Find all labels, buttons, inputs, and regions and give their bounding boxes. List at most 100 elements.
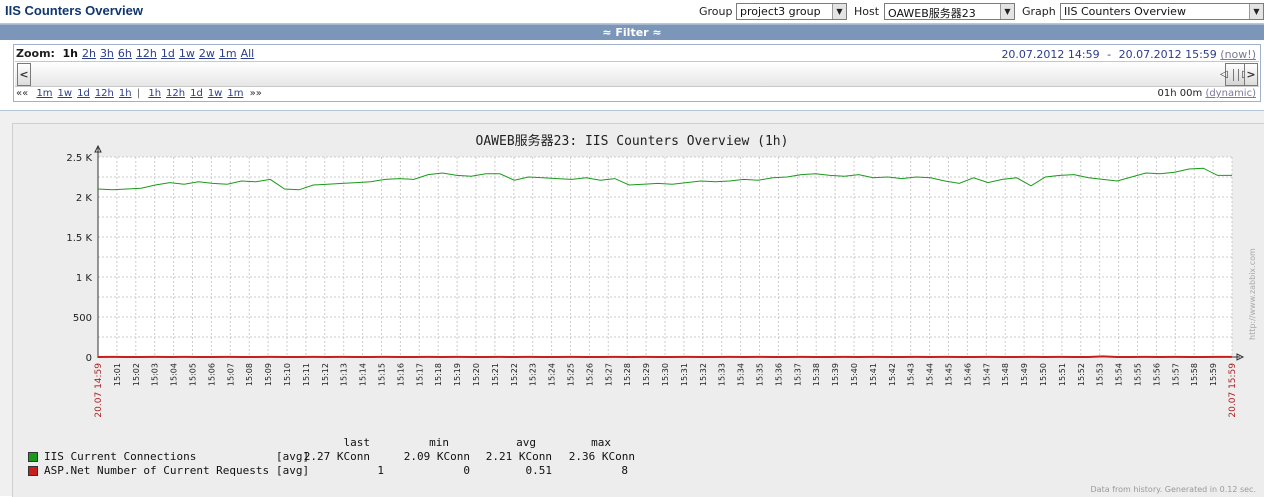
scroll-left-button[interactable]: <: [17, 63, 31, 86]
x-tick-label: 15:09: [264, 363, 273, 386]
x-tick-label: 15:28: [623, 363, 632, 386]
x-tick-label: 15:06: [207, 363, 216, 386]
period-back-1h[interactable]: 1h: [118, 88, 132, 99]
y-tick-label: 1.5 K: [66, 233, 92, 244]
legend-last: 1: [377, 464, 384, 477]
legend-header-max: max: [591, 436, 611, 449]
zoom-option-12h[interactable]: 12h: [135, 47, 157, 60]
period-duration-value: 01h 00m: [1157, 88, 1203, 99]
period-back-1m[interactable]: 1m: [36, 88, 53, 99]
legend-min: 2.09 KConn: [403, 450, 470, 463]
x-tick-label: 15:59: [1209, 363, 1218, 386]
period-forward-1d[interactable]: 1d: [190, 88, 203, 99]
x-tick-label: 15:46: [963, 363, 972, 386]
legend-header-avg: avg: [516, 436, 536, 449]
legend-avg: 2.21 KConn: [485, 450, 552, 463]
x-tick-label: 15:11: [302, 363, 311, 386]
zabbix-watermark: http://www.zabbix.com: [1248, 248, 1257, 340]
chevron-down-icon: ▼: [1000, 4, 1014, 19]
x-axis-arrow-icon: [1236, 353, 1245, 361]
x-tick-label: 15:49: [1020, 363, 1029, 386]
x-tick-label: 15:14: [359, 363, 368, 386]
legend-series-name: IIS Current Connections: [44, 450, 197, 463]
x-tick-label: 15:16: [396, 363, 405, 386]
zoom-option-6h[interactable]: 6h: [117, 47, 132, 60]
legend-max: 2.36 KConn: [568, 450, 635, 463]
legend-aggregation: [avg]: [276, 464, 310, 477]
series-line-aspnet-current-requests: [97, 355, 1232, 359]
legend-header-last: last: [343, 436, 371, 449]
x-tick-label: 15:22: [510, 363, 519, 386]
series-line-iis-current-connections: [97, 167, 1232, 191]
x-tick-label: 15:48: [1001, 363, 1010, 386]
x-tick-label: 15:25: [567, 363, 576, 386]
zoom-option-2h[interactable]: 2h: [81, 47, 96, 60]
x-tick-label: 15:05: [189, 363, 198, 386]
x-tick-label: 15:17: [415, 363, 424, 386]
resize-left-handle-icon[interactable]: ◁: [1220, 69, 1228, 80]
timeline-scrollbar[interactable]: < ◁ ▷ >: [15, 61, 1259, 87]
period-forward-12h[interactable]: 12h: [166, 88, 186, 99]
graph-label: Graph: [1022, 5, 1056, 18]
page-title: IIS Counters Overview: [5, 3, 143, 18]
zoom-option-1d[interactable]: 1d: [160, 47, 175, 60]
x-tick-label: 15:41: [869, 363, 878, 386]
period-separator: -: [1107, 48, 1112, 61]
legend-swatch: [28, 452, 38, 462]
x-tick-label: 15:03: [151, 363, 160, 386]
group-select-value: project3 group: [740, 5, 821, 18]
x-tick-label: 15:36: [774, 363, 783, 386]
period-from: 20.07.2012 14:59: [1001, 48, 1100, 61]
zoom-option-2w[interactable]: 2w: [198, 47, 215, 60]
period-back-12h[interactable]: 12h: [94, 88, 114, 99]
period-forward-1m[interactable]: 1m: [227, 88, 244, 99]
x-tick-label: 15:08: [245, 363, 254, 386]
graph-select[interactable]: IIS Counters Overview ▼: [1060, 3, 1264, 20]
grip-icon: [1233, 69, 1239, 81]
zoom-links: 1h 2h 3h 6h 12h 1d 1w 2w 1m All: [58, 47, 254, 60]
x-tick-label: 15:50: [1039, 363, 1048, 386]
period-forward-1h[interactable]: 1h: [148, 88, 162, 99]
x-tick-label: 15:42: [888, 363, 897, 386]
now-link[interactable]: (now!): [1220, 48, 1256, 61]
x-tick-label: 15:24: [548, 363, 557, 386]
x-tick-label: 15:39: [831, 363, 840, 386]
x-tick-label: 15:58: [1190, 363, 1199, 386]
x-tick-label: 15:29: [642, 363, 651, 386]
dynamic-toggle[interactable]: (dynamic): [1205, 88, 1256, 99]
filter-toggle[interactable]: ≈ Filter ≈: [0, 24, 1264, 40]
zoom-option-1h[interactable]: 1h: [62, 47, 78, 60]
period-back-1w[interactable]: 1w: [57, 88, 73, 99]
group-select[interactable]: project3 group ▼: [736, 3, 847, 20]
x-tick-label: 15:30: [661, 363, 670, 386]
scroll-right-button[interactable]: >: [1244, 63, 1258, 86]
x-tick-label: 15:04: [170, 363, 179, 386]
legend-swatch: [28, 466, 38, 476]
x-tick-label: 15:27: [604, 363, 613, 386]
host-select[interactable]: OAWEB服务器23 ▼: [884, 3, 1015, 20]
x-tick-label: 15:40: [850, 363, 859, 386]
y-axis-arrow-icon: [94, 144, 102, 153]
legend-last: 2.27 KConn: [303, 450, 370, 463]
zoom-option-1w[interactable]: 1w: [178, 47, 195, 60]
zoom-option-3h[interactable]: 3h: [99, 47, 114, 60]
legend-item: ASP.Net Number of Current Requests [avg]…: [28, 464, 648, 478]
period-to: 20.07.2012 15:59: [1118, 48, 1217, 61]
legend-avg: 0.51: [525, 464, 553, 477]
period-forward-1w[interactable]: 1w: [207, 88, 223, 99]
zoom-option-1m[interactable]: 1m: [218, 47, 237, 60]
legend-header-min: min: [429, 436, 449, 449]
graph-title: OAWEB服务器23: IIS Counters Overview (1h): [475, 134, 789, 149]
x-tick-label: 15:33: [718, 363, 727, 386]
period-back-1d[interactable]: 1d: [77, 88, 90, 99]
x-tick-label: 15:55: [1134, 363, 1143, 386]
x-tick-label: 15:53: [1096, 363, 1105, 386]
zoom-row: Zoom: 1h 2h 3h 6h 12h 1d 1w 2w 1m All 20.07.2012 …: [16, 47, 1258, 61]
x-tick-label: 15:56: [1152, 363, 1161, 386]
legend-aggregation: [avg]: [276, 450, 310, 463]
period-row: «« 1m 1w 1d 12h 1h | 1h 12h 1d 1w 1m »» 01h 00m …: [16, 88, 1258, 101]
x-tick-label: 15:54: [1115, 363, 1124, 386]
zoom-option-All[interactable]: All: [240, 47, 255, 60]
x-tick-label: 15:26: [585, 363, 594, 386]
chevron-down-icon: ▼: [832, 4, 846, 19]
